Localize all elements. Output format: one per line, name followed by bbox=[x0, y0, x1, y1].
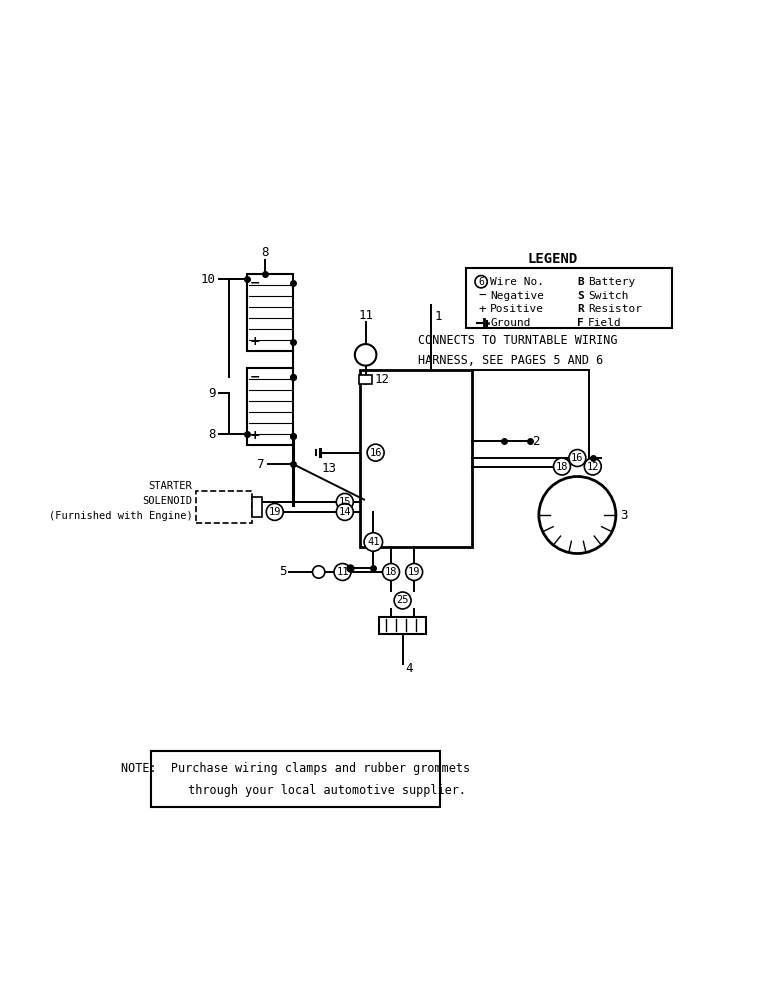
Text: Ground: Ground bbox=[490, 318, 531, 328]
Text: 2: 2 bbox=[532, 435, 540, 448]
Text: +: + bbox=[249, 335, 260, 348]
Circle shape bbox=[337, 493, 354, 510]
Bar bbox=[466, 268, 672, 328]
Bar bbox=[360, 375, 372, 384]
Text: B: B bbox=[577, 277, 584, 287]
Circle shape bbox=[334, 564, 351, 580]
Text: 8: 8 bbox=[208, 428, 215, 441]
Text: −: − bbox=[249, 371, 260, 384]
Circle shape bbox=[405, 564, 422, 580]
Text: 18: 18 bbox=[384, 567, 398, 577]
Text: 11: 11 bbox=[358, 309, 373, 322]
Circle shape bbox=[584, 458, 601, 475]
Text: 5: 5 bbox=[279, 565, 287, 578]
Text: 16: 16 bbox=[571, 453, 584, 463]
Text: 41: 41 bbox=[367, 537, 380, 547]
Circle shape bbox=[475, 276, 487, 288]
Text: −: − bbox=[479, 289, 486, 302]
Text: 19: 19 bbox=[408, 567, 421, 577]
Text: −: − bbox=[249, 277, 260, 290]
Text: Positive: Positive bbox=[490, 304, 544, 314]
Text: 25: 25 bbox=[396, 595, 409, 605]
Text: 6: 6 bbox=[478, 277, 484, 287]
Text: 4: 4 bbox=[405, 662, 413, 675]
Bar bbox=[247, 274, 293, 351]
Text: Battery: Battery bbox=[588, 277, 635, 287]
Text: 18: 18 bbox=[556, 462, 568, 472]
Text: 14: 14 bbox=[339, 507, 351, 517]
Text: LEGEND: LEGEND bbox=[527, 252, 578, 266]
Circle shape bbox=[367, 444, 384, 461]
Text: CONNECTS TO TURNTABLE WIRING
HARNESS, SEE PAGES 5 AND 6: CONNECTS TO TURNTABLE WIRING HARNESS, SE… bbox=[418, 334, 618, 367]
Text: 10: 10 bbox=[201, 273, 215, 286]
Bar bbox=[196, 491, 252, 523]
Bar bbox=[247, 368, 293, 445]
Text: S: S bbox=[577, 291, 584, 301]
Text: Resistor: Resistor bbox=[588, 304, 642, 314]
Circle shape bbox=[266, 503, 283, 520]
Circle shape bbox=[383, 564, 399, 580]
Text: Negative: Negative bbox=[490, 291, 544, 301]
Text: +: + bbox=[249, 429, 260, 442]
Bar bbox=[252, 497, 262, 517]
Text: 3: 3 bbox=[620, 509, 627, 522]
Text: Field: Field bbox=[588, 318, 622, 328]
Text: F: F bbox=[577, 318, 584, 328]
Text: R: R bbox=[577, 304, 584, 314]
Circle shape bbox=[569, 450, 586, 466]
Text: 7: 7 bbox=[256, 458, 264, 471]
Text: 12: 12 bbox=[587, 462, 599, 472]
Text: 19: 19 bbox=[269, 507, 281, 517]
Text: 16: 16 bbox=[369, 448, 382, 458]
Text: 12: 12 bbox=[375, 373, 390, 386]
Bar bbox=[151, 751, 439, 807]
Text: 15: 15 bbox=[339, 497, 351, 507]
Text: Switch: Switch bbox=[588, 291, 628, 301]
Text: +: + bbox=[479, 303, 486, 316]
Bar bbox=[380, 617, 425, 634]
Text: STARTER
SOLENOID
(Furnished with Engine): STARTER SOLENOID (Furnished with Engine) bbox=[49, 481, 192, 521]
Bar bbox=[361, 370, 472, 547]
Text: 11: 11 bbox=[337, 567, 349, 577]
Text: NOTE:  Purchase wiring clamps and rubber grommets
         through your local au: NOTE: Purchase wiring clamps and rubber … bbox=[120, 762, 469, 797]
Text: 9: 9 bbox=[208, 387, 215, 400]
Circle shape bbox=[554, 458, 571, 475]
Text: 13: 13 bbox=[322, 462, 337, 475]
Text: Wire No.: Wire No. bbox=[490, 277, 544, 287]
Text: 6: 6 bbox=[339, 562, 347, 575]
Text: 8: 8 bbox=[261, 246, 269, 259]
Circle shape bbox=[364, 533, 383, 551]
Circle shape bbox=[394, 592, 411, 609]
Text: 1: 1 bbox=[435, 310, 442, 323]
Circle shape bbox=[337, 503, 354, 520]
